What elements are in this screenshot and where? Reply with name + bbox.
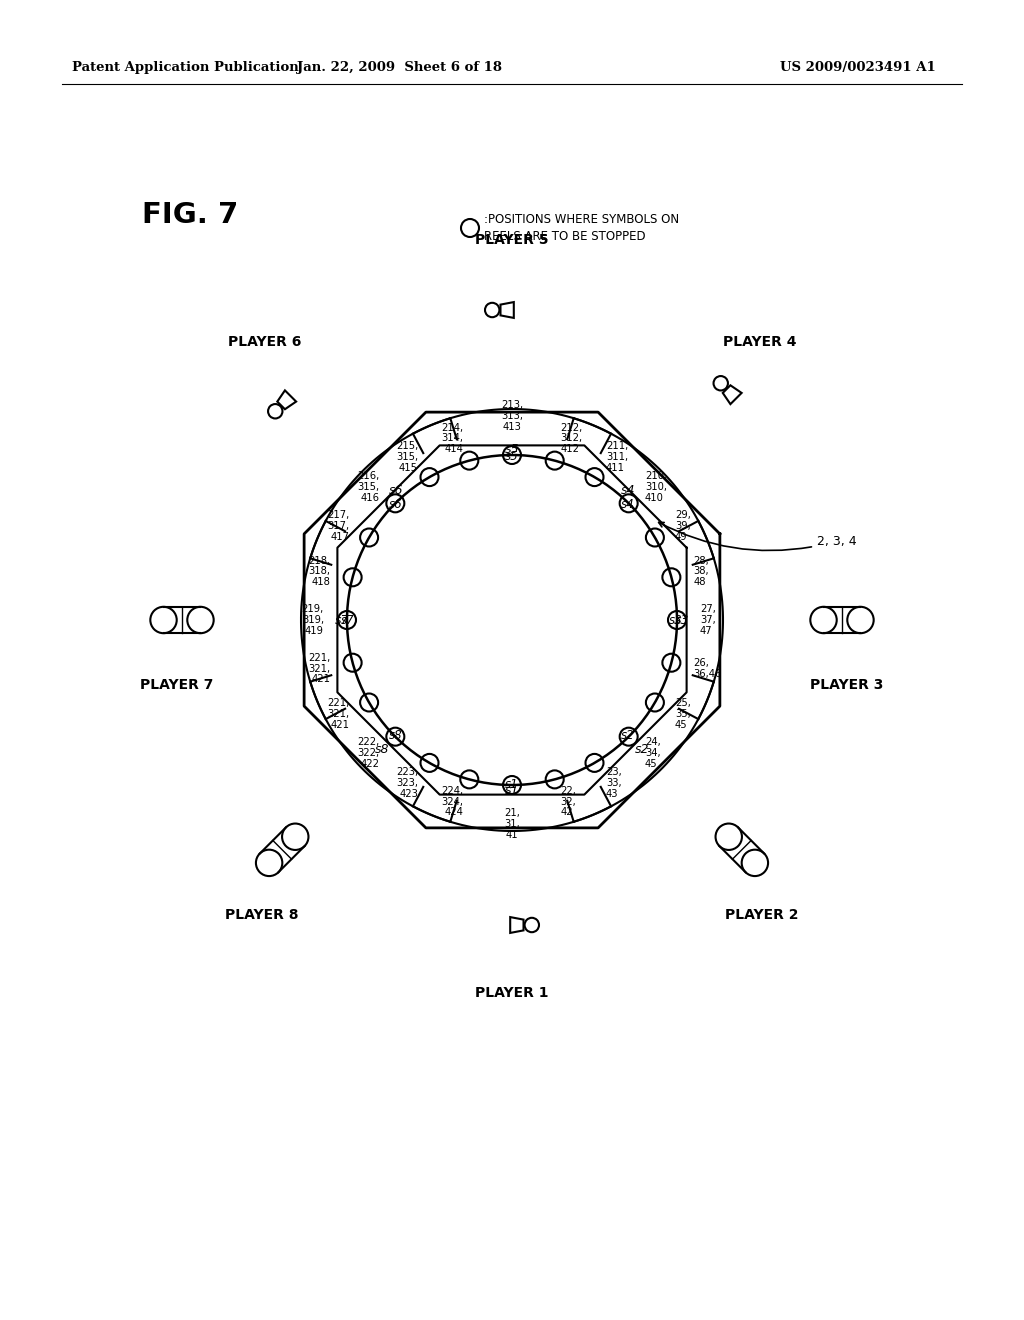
Text: 218,
318,
418: 218, 318, 418: [308, 556, 331, 587]
Text: PLAYER 7: PLAYER 7: [140, 678, 214, 692]
Text: s4: s4: [621, 484, 635, 496]
Text: PLAYER 3: PLAYER 3: [810, 678, 884, 692]
Text: 222,
322,
422: 222, 322, 422: [356, 737, 379, 768]
Text: 224,
324,
424: 224, 324, 424: [441, 785, 463, 817]
Text: 221,
321,
421: 221, 321, 421: [327, 698, 349, 730]
Text: s6: s6: [389, 484, 403, 496]
Text: s3: s3: [675, 614, 689, 627]
Text: FIG. 7: FIG. 7: [141, 201, 239, 228]
Text: s1: s1: [505, 777, 519, 791]
Text: 28,
38,
48: 28, 38, 48: [693, 556, 710, 587]
Text: 22,
32,
42: 22, 32, 42: [561, 785, 577, 817]
Text: 24,
34,
45: 24, 34, 45: [645, 737, 660, 768]
Text: 29,
39,
49: 29, 39, 49: [675, 511, 690, 541]
Text: s2: s2: [635, 743, 649, 756]
Text: 23,
33,
43: 23, 33, 43: [606, 767, 622, 799]
Text: s5: s5: [505, 444, 519, 455]
Text: 2, 3, 4: 2, 3, 4: [658, 523, 857, 550]
Text: 217,
317,
417: 217, 317, 417: [327, 511, 349, 541]
Polygon shape: [723, 385, 741, 404]
Polygon shape: [510, 917, 523, 933]
Text: PLAYER 1: PLAYER 1: [475, 986, 549, 1001]
Text: 221,
321,
421: 221, 321, 421: [308, 653, 331, 685]
Text: 27,
37,
47: 27, 37, 47: [700, 605, 716, 636]
Text: 223,
323,
423: 223, 323, 423: [396, 767, 418, 799]
Text: s5: s5: [505, 450, 519, 462]
Text: PLAYER 4: PLAYER 4: [723, 335, 797, 350]
Text: 216,
315,
416: 216, 315, 416: [356, 471, 379, 503]
Text: 215,
315,
415: 215, 315, 415: [395, 441, 418, 473]
Text: s7: s7: [335, 614, 349, 627]
Text: 26,
36,46: 26, 36,46: [693, 659, 722, 678]
Text: s6: s6: [389, 498, 402, 511]
Text: :POSITIONS WHERE SYMBOLS ON
REELS ARE TO BE STOPPED: :POSITIONS WHERE SYMBOLS ON REELS ARE TO…: [484, 213, 679, 243]
Text: PLAYER 8: PLAYER 8: [225, 908, 299, 921]
Text: 25,
35,
45: 25, 35, 45: [675, 698, 690, 730]
Text: US 2009/0023491 A1: US 2009/0023491 A1: [780, 62, 936, 74]
Text: 219,
319,
419: 219, 319, 419: [302, 605, 324, 636]
Text: 214,
314,
414: 214, 314, 414: [441, 422, 463, 454]
Text: s8: s8: [389, 730, 402, 742]
Text: PLAYER 2: PLAYER 2: [725, 908, 799, 921]
Text: 212,
312,
412: 212, 312, 412: [561, 422, 583, 454]
Text: s8: s8: [375, 743, 389, 756]
Text: 21,
31,
41: 21, 31, 41: [504, 808, 520, 840]
Text: s7: s7: [341, 614, 354, 627]
Text: s1: s1: [505, 784, 519, 797]
Text: Patent Application Publication: Patent Application Publication: [72, 62, 299, 74]
Text: PLAYER 5: PLAYER 5: [475, 234, 549, 247]
Text: s2: s2: [622, 730, 635, 742]
Text: 211,
311,
411: 211, 311, 411: [606, 441, 629, 473]
Polygon shape: [501, 302, 514, 318]
Text: 210,
310,
410: 210, 310, 410: [645, 471, 667, 503]
Text: 213,
313,
413: 213, 313, 413: [501, 400, 523, 432]
Text: Jan. 22, 2009  Sheet 6 of 18: Jan. 22, 2009 Sheet 6 of 18: [298, 62, 503, 74]
Text: PLAYER 6: PLAYER 6: [227, 335, 301, 350]
Polygon shape: [278, 391, 296, 409]
Text: s4: s4: [622, 498, 635, 511]
Text: s3: s3: [670, 614, 683, 627]
